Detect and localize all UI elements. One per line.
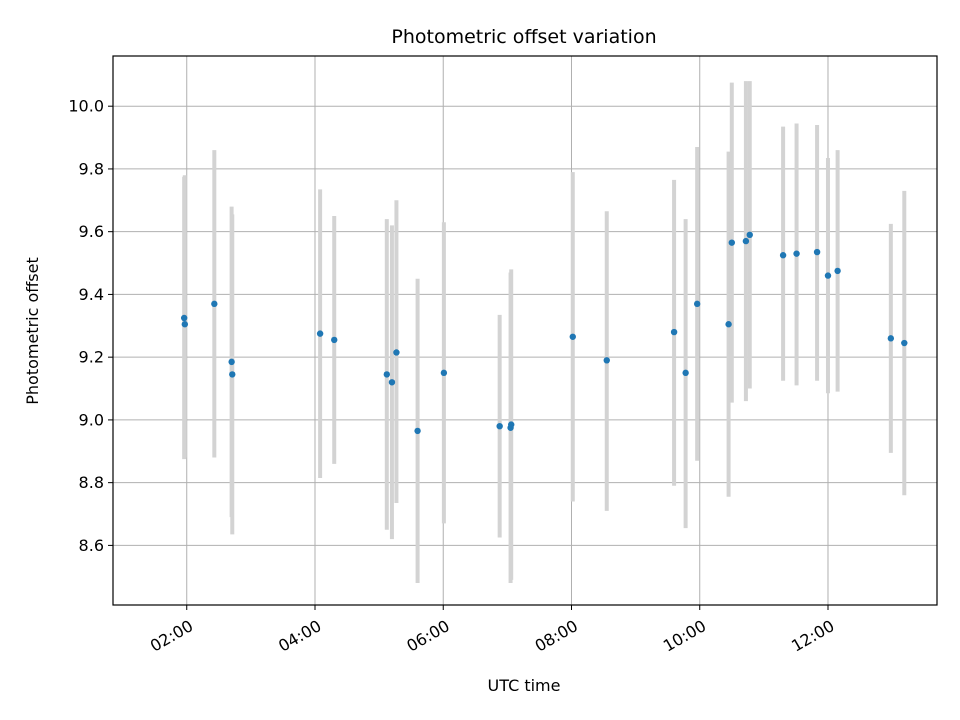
data-point bbox=[331, 336, 338, 344]
data-point bbox=[569, 333, 576, 340]
data-point bbox=[901, 339, 908, 347]
data-point bbox=[693, 300, 701, 308]
x-axis-label: UTC time bbox=[488, 676, 561, 695]
data-point bbox=[670, 328, 678, 336]
y-tick-label: 9.8 bbox=[79, 159, 104, 178]
plot-area-frame bbox=[112, 55, 938, 606]
data-points bbox=[180, 231, 908, 435]
data-point bbox=[779, 252, 787, 259]
data-point bbox=[180, 314, 188, 322]
y-tick-label: 9.0 bbox=[79, 410, 104, 429]
data-point bbox=[228, 358, 235, 366]
y-tick-label: 9.2 bbox=[79, 348, 104, 367]
data-point bbox=[746, 231, 753, 239]
data-point bbox=[725, 321, 732, 328]
data-point bbox=[824, 272, 832, 279]
data-point bbox=[887, 335, 895, 342]
y-axis-label: Photometric offset bbox=[23, 257, 42, 405]
data-point bbox=[728, 239, 736, 246]
y-tick-label: 8.6 bbox=[79, 536, 104, 555]
data-point bbox=[181, 321, 189, 328]
y-tick-label: 9.4 bbox=[79, 285, 104, 304]
data-point bbox=[603, 357, 610, 364]
data-point bbox=[496, 422, 503, 430]
chart-title: Photometric offset variation bbox=[391, 26, 656, 48]
data-point bbox=[414, 427, 421, 435]
data-point bbox=[440, 369, 448, 377]
data-point bbox=[383, 371, 391, 378]
data-point bbox=[316, 330, 324, 337]
data-point bbox=[388, 379, 396, 386]
data-point bbox=[742, 237, 750, 245]
data-point bbox=[834, 267, 841, 275]
data-point bbox=[229, 371, 236, 378]
y-tick-label: 10.0 bbox=[68, 97, 104, 116]
data-point bbox=[682, 369, 689, 377]
data-point bbox=[813, 248, 821, 256]
data-point bbox=[211, 300, 218, 308]
data-point bbox=[508, 421, 515, 428]
y-tick-label: 8.8 bbox=[79, 473, 104, 492]
y-tick-label: 9.6 bbox=[79, 222, 104, 241]
data-point bbox=[393, 349, 400, 356]
data-point bbox=[793, 250, 800, 257]
